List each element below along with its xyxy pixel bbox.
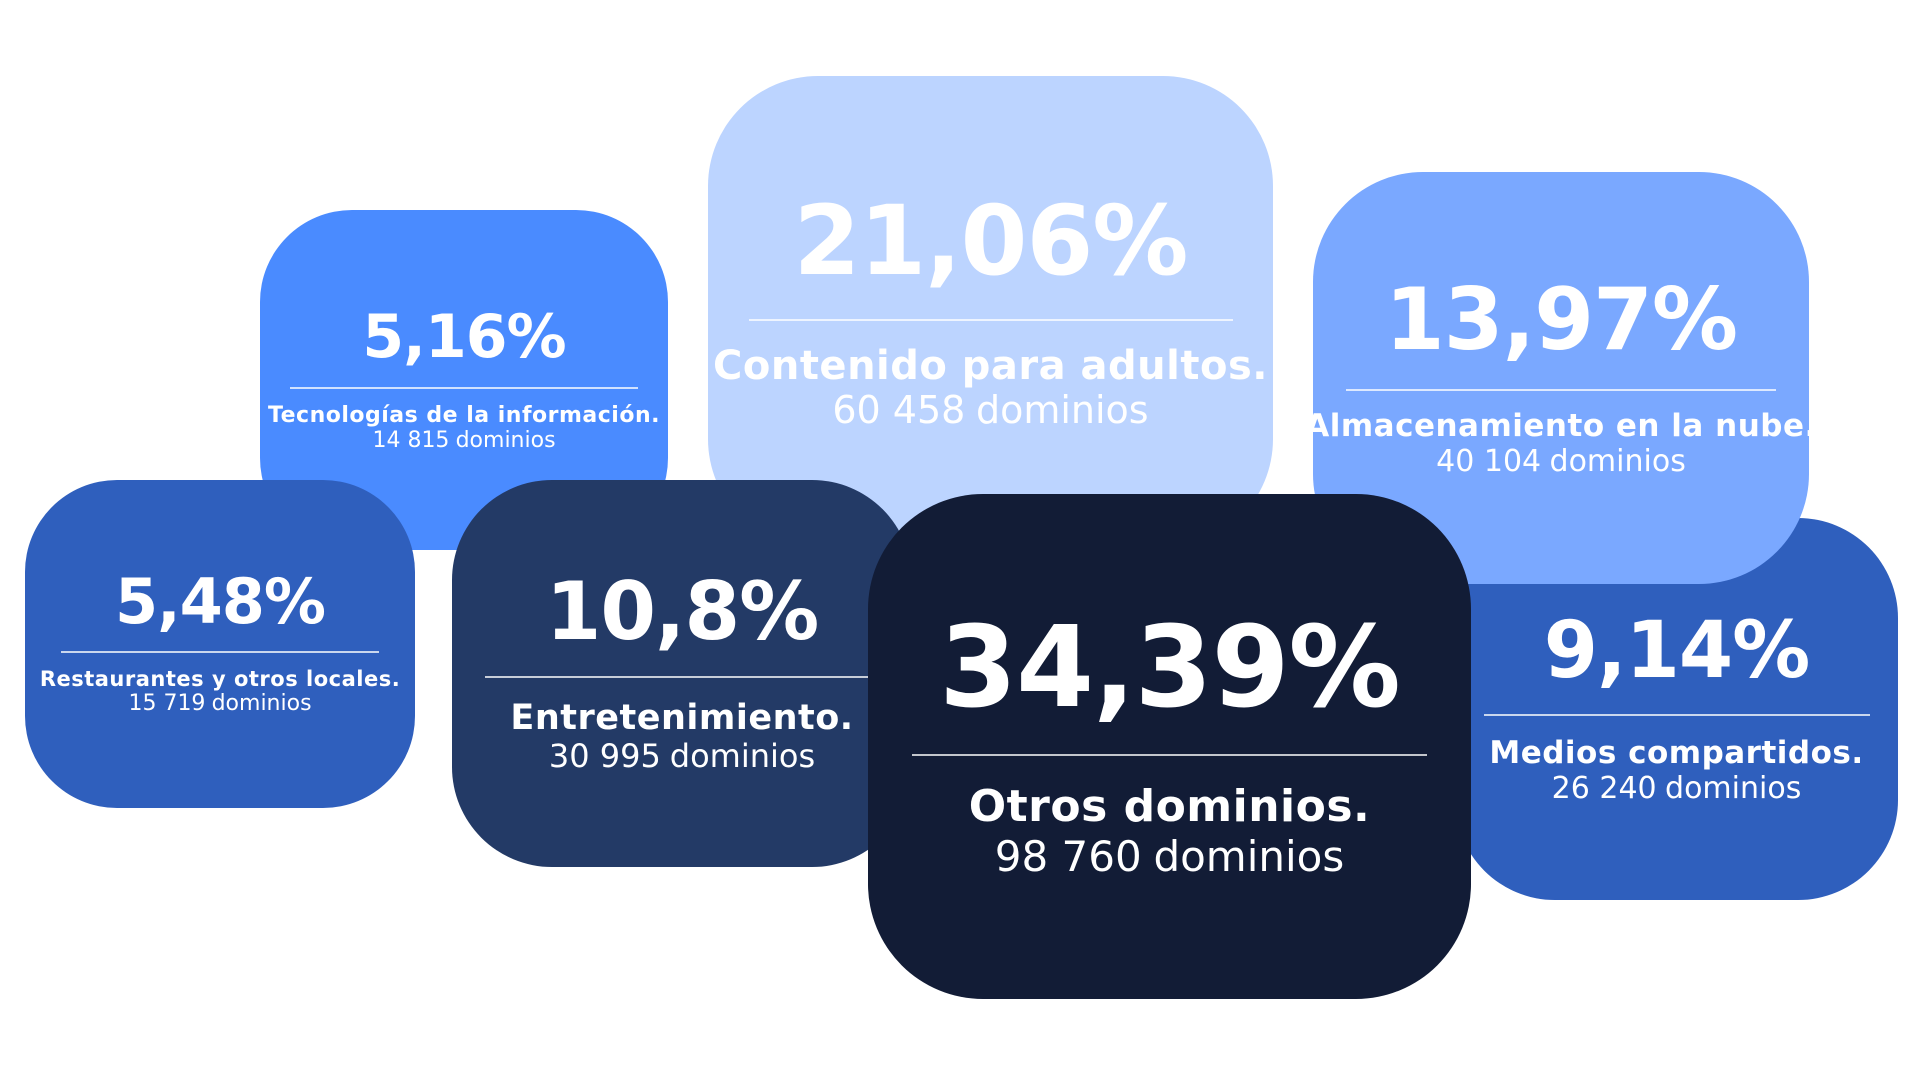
bubble-count-unit: dominios	[1549, 443, 1686, 479]
bubble-category-label: Tecnologías de la información.	[268, 402, 660, 428]
bubble-count-unit: dominios	[1153, 831, 1345, 881]
bubble-domain-count: 14 815 dominios	[372, 428, 555, 453]
bubble-domain-count: 40 104 dominios	[1436, 443, 1686, 480]
bubble-count-unit: dominios	[1665, 770, 1802, 806]
bubble-count-value: 98 760	[994, 831, 1142, 881]
bubble-otros: 34,39% Otros dominios. 98 760 dominios	[868, 494, 1471, 999]
bubble-restaur: 5,48% Restaurantes y otros locales. 15 719…	[25, 480, 415, 808]
bubble-domain-count: 60 458 dominios	[832, 387, 1149, 433]
bubble-category-label: Restaurantes y otros locales.	[39, 667, 401, 692]
bubble-count-unit: dominios	[455, 428, 556, 453]
bubble-divider	[61, 651, 379, 654]
bubble-count-value: 60 458	[832, 387, 966, 432]
bubble-category-label: Otros dominios.	[968, 781, 1371, 833]
bubble-domain-count: 98 760 dominios	[994, 831, 1345, 881]
bubble-percent: 34,39%	[939, 603, 1400, 734]
bubble-count-value: 26 240	[1551, 770, 1657, 806]
bubble-count-unit: dominios	[211, 691, 312, 717]
bubble-divider	[485, 675, 879, 678]
bubble-percent: 21,06%	[793, 184, 1189, 297]
bubble-count-value: 30 995	[548, 737, 661, 776]
bubble-domain-count: 26 240 dominios	[1551, 770, 1802, 807]
bubble-count-unit: dominios	[669, 737, 816, 776]
bubble-percent: 10,8%	[545, 564, 820, 658]
bubble-category-label: Almacenamiento en la nube.	[1305, 407, 1817, 444]
bubble-count-value: 14 815	[372, 428, 450, 453]
bubble-percent: 5,16%	[362, 301, 566, 372]
bubble-divider	[748, 318, 1233, 321]
bubble-adultos: 21,06% Contenido para adultos. 60 458 domin…	[708, 76, 1273, 549]
bubble-percent: 13,97%	[1384, 269, 1738, 370]
bubble-category-label: Medios compartidos.	[1489, 734, 1864, 771]
bubble-divider	[1346, 388, 1776, 391]
bubble-count-value: 15 719	[128, 691, 206, 717]
bubble-count-value: 40 104	[1436, 443, 1542, 479]
bubble-divider	[290, 386, 638, 389]
bubble-category-label: Contenido para adultos.	[713, 342, 1268, 389]
bubble-percent: 9,14%	[1543, 605, 1811, 696]
bubble-domain-count: 15 719 dominios	[128, 691, 311, 716]
bubble-domain-count: 30 995 dominios	[549, 738, 815, 775]
bubble-divider	[1483, 713, 1870, 716]
bubble-entret: 10,8% Entretenimiento. 30 995 dominios	[452, 480, 912, 867]
bubble-divider	[912, 754, 1427, 757]
bubble-category-label: Entretenimiento.	[510, 697, 854, 738]
bubble-count-unit: dominios	[975, 387, 1149, 432]
bubble-percent: 5,48%	[114, 565, 326, 639]
